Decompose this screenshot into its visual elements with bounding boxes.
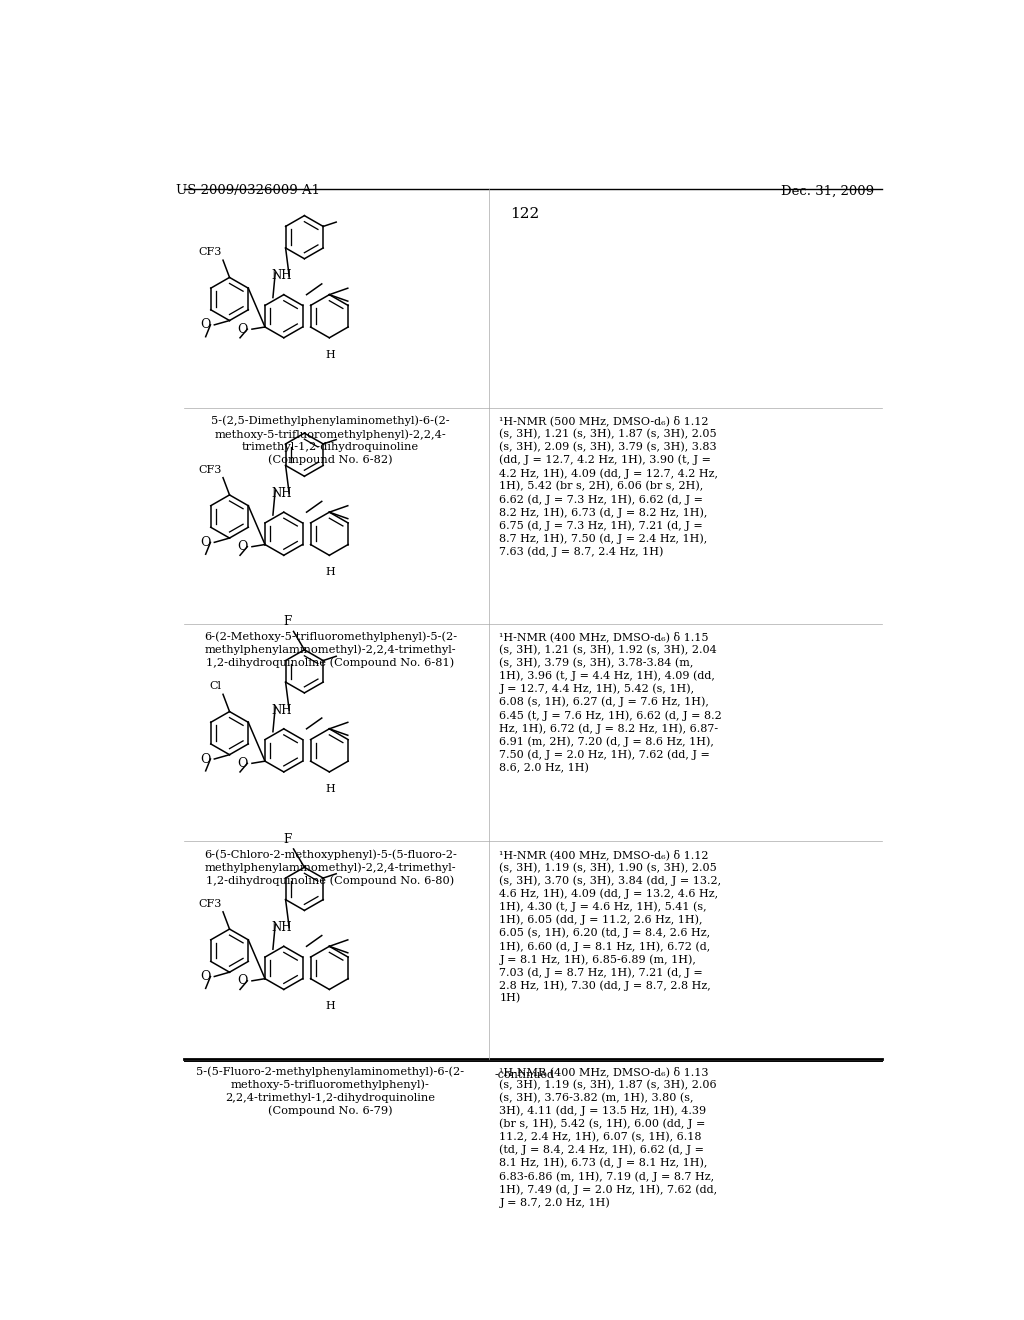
Text: Dec. 31, 2009: Dec. 31, 2009 <box>781 185 873 198</box>
Text: NH: NH <box>271 921 292 935</box>
Text: US 2009/0326009 A1: US 2009/0326009 A1 <box>176 185 319 198</box>
Text: O: O <box>200 752 211 766</box>
Text: CF3: CF3 <box>198 465 221 475</box>
Text: F: F <box>284 833 292 846</box>
Text: -continued: -continued <box>495 1071 555 1080</box>
Text: NH: NH <box>271 269 292 282</box>
Text: CF3: CF3 <box>198 899 221 908</box>
Text: ¹H-NMR (400 MHz, DMSO-d₆) δ 1.12
(s, 3H), 1.19 (s, 3H), 1.90 (s, 3H), 2.05
(s, 3: ¹H-NMR (400 MHz, DMSO-d₆) δ 1.12 (s, 3H)… <box>500 849 722 1003</box>
Text: NH: NH <box>271 704 292 717</box>
Text: O: O <box>200 536 211 549</box>
Text: O: O <box>237 322 248 335</box>
Text: ¹H-NMR (400 MHz, DMSO-d₆) δ 1.13
(s, 3H), 1.19 (s, 3H), 1.87 (s, 3H), 2.06
(s, 3: ¹H-NMR (400 MHz, DMSO-d₆) δ 1.13 (s, 3H)… <box>500 1067 718 1208</box>
Text: 6-(5-Chloro-2-methoxyphenyl)-5-(5-fluoro-2-
methylphenylaminomethyl)-2,2,4-trime: 6-(5-Chloro-2-methoxyphenyl)-5-(5-fluoro… <box>204 849 457 886</box>
Text: O: O <box>200 318 211 331</box>
Text: 6-(2-Methoxy-5-trifluoromethylphenyl)-5-(2-
methylphenylaminomethyl)-2,2,4-trime: 6-(2-Methoxy-5-trifluoromethylphenyl)-5-… <box>204 631 457 668</box>
Text: 5-(5-Fluoro-2-methylphenylaminomethyl)-6-(2-
methoxy-5-trifluoromethylphenyl)-
2: 5-(5-Fluoro-2-methylphenylaminomethyl)-6… <box>197 1067 465 1115</box>
Text: O: O <box>200 970 211 983</box>
Text: O: O <box>237 540 248 553</box>
Text: O: O <box>237 756 248 770</box>
Text: Cl: Cl <box>210 681 221 692</box>
Text: 122: 122 <box>510 207 540 222</box>
Text: H: H <box>326 568 335 577</box>
Text: F: F <box>284 615 292 628</box>
Text: O: O <box>237 974 248 987</box>
Text: ¹H-NMR (400 MHz, DMSO-d₆) δ 1.15
(s, 3H), 1.21 (s, 3H), 1.92 (s, 3H), 2.04
(s, 3: ¹H-NMR (400 MHz, DMSO-d₆) δ 1.15 (s, 3H)… <box>500 631 722 772</box>
Text: H: H <box>326 784 335 793</box>
Text: CF3: CF3 <box>198 247 221 257</box>
Text: H: H <box>326 350 335 359</box>
Text: H: H <box>326 1002 335 1011</box>
Text: ¹H-NMR (500 MHz, DMSO-d₆) δ 1.12
(s, 3H), 1.21 (s, 3H), 1.87 (s, 3H), 2.05
(s, 3: ¹H-NMR (500 MHz, DMSO-d₆) δ 1.12 (s, 3H)… <box>500 416 719 557</box>
Text: 5-(2,5-Dimethylphenylaminomethyl)-6-(2-
methoxy-5-trifluoromethylphenyl)-2,2,4-
: 5-(2,5-Dimethylphenylaminomethyl)-6-(2- … <box>211 416 450 465</box>
Text: NH: NH <box>271 487 292 500</box>
